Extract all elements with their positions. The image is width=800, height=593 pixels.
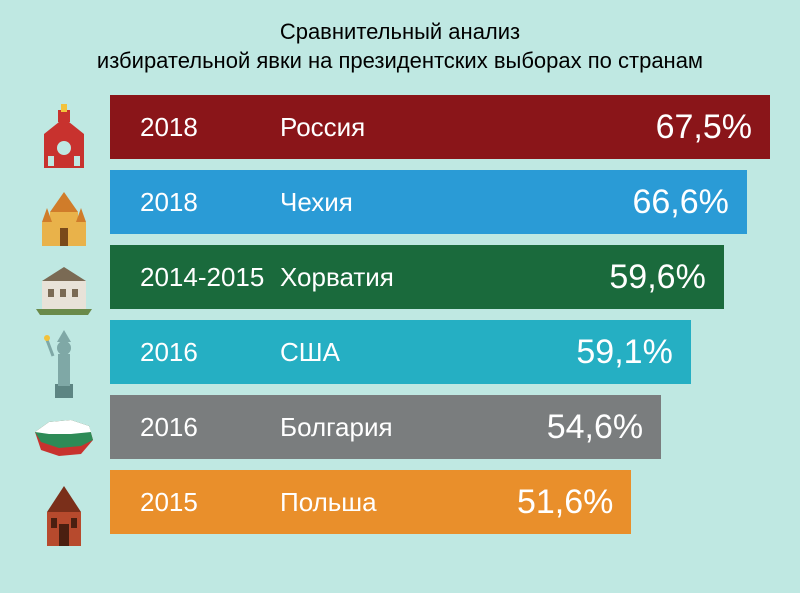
chart-title: Сравнительный анализ избирательной явки … — [0, 0, 800, 95]
liberty-icon — [24, 325, 104, 400]
title-line-1: Сравнительный анализ — [280, 19, 520, 44]
bar-percent: 51,6% — [517, 483, 631, 522]
bar-percent: 54,6% — [547, 408, 661, 447]
bar-year: 2015 — [110, 487, 280, 518]
bar-percent: 59,6% — [609, 258, 723, 297]
icon-column — [24, 100, 104, 550]
bar-year: 2016 — [110, 412, 280, 443]
bar-year: 2014-2015 — [110, 262, 280, 293]
bar-country: Болгария — [280, 412, 547, 443]
bar-chart: 2018Россия67,5%2018Чехия66,6%2014-2015Хо… — [110, 95, 770, 534]
bar-row: 2018Чехия66,6% — [110, 170, 747, 234]
fortress-icon — [24, 250, 104, 325]
bar-percent: 67,5% — [656, 108, 770, 147]
bar-row: 2018Россия67,5% — [110, 95, 770, 159]
bulgaria-map-icon — [24, 400, 104, 475]
bar-percent: 66,6% — [632, 183, 746, 222]
bar-year: 2018 — [110, 112, 280, 143]
bar-row: 2015Польша51,6% — [110, 470, 631, 534]
title-line-2: избирательной явки на президентских выбо… — [97, 48, 703, 73]
bar-country: Польша — [280, 487, 517, 518]
bar-country: США — [280, 337, 576, 368]
prague-tower-icon — [24, 175, 104, 250]
bar-country: Чехия — [280, 187, 632, 218]
bar-year: 2018 — [110, 187, 280, 218]
bar-row: 2016Болгария54,6% — [110, 395, 661, 459]
bar-row: 2016США59,1% — [110, 320, 691, 384]
warsaw-church-icon — [24, 475, 104, 550]
bar-row: 2014-2015Хорватия59,6% — [110, 245, 724, 309]
bar-year: 2016 — [110, 337, 280, 368]
bar-country: Хорватия — [280, 262, 609, 293]
bar-percent: 59,1% — [576, 333, 690, 372]
bar-country: Россия — [280, 112, 656, 143]
kremlin-icon — [24, 100, 104, 175]
